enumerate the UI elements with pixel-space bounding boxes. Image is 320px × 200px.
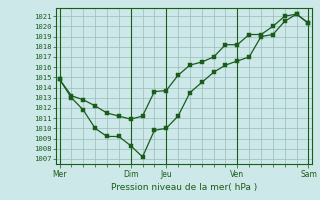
X-axis label: Pression niveau de la mer( hPa ): Pression niveau de la mer( hPa ) [111,183,257,192]
